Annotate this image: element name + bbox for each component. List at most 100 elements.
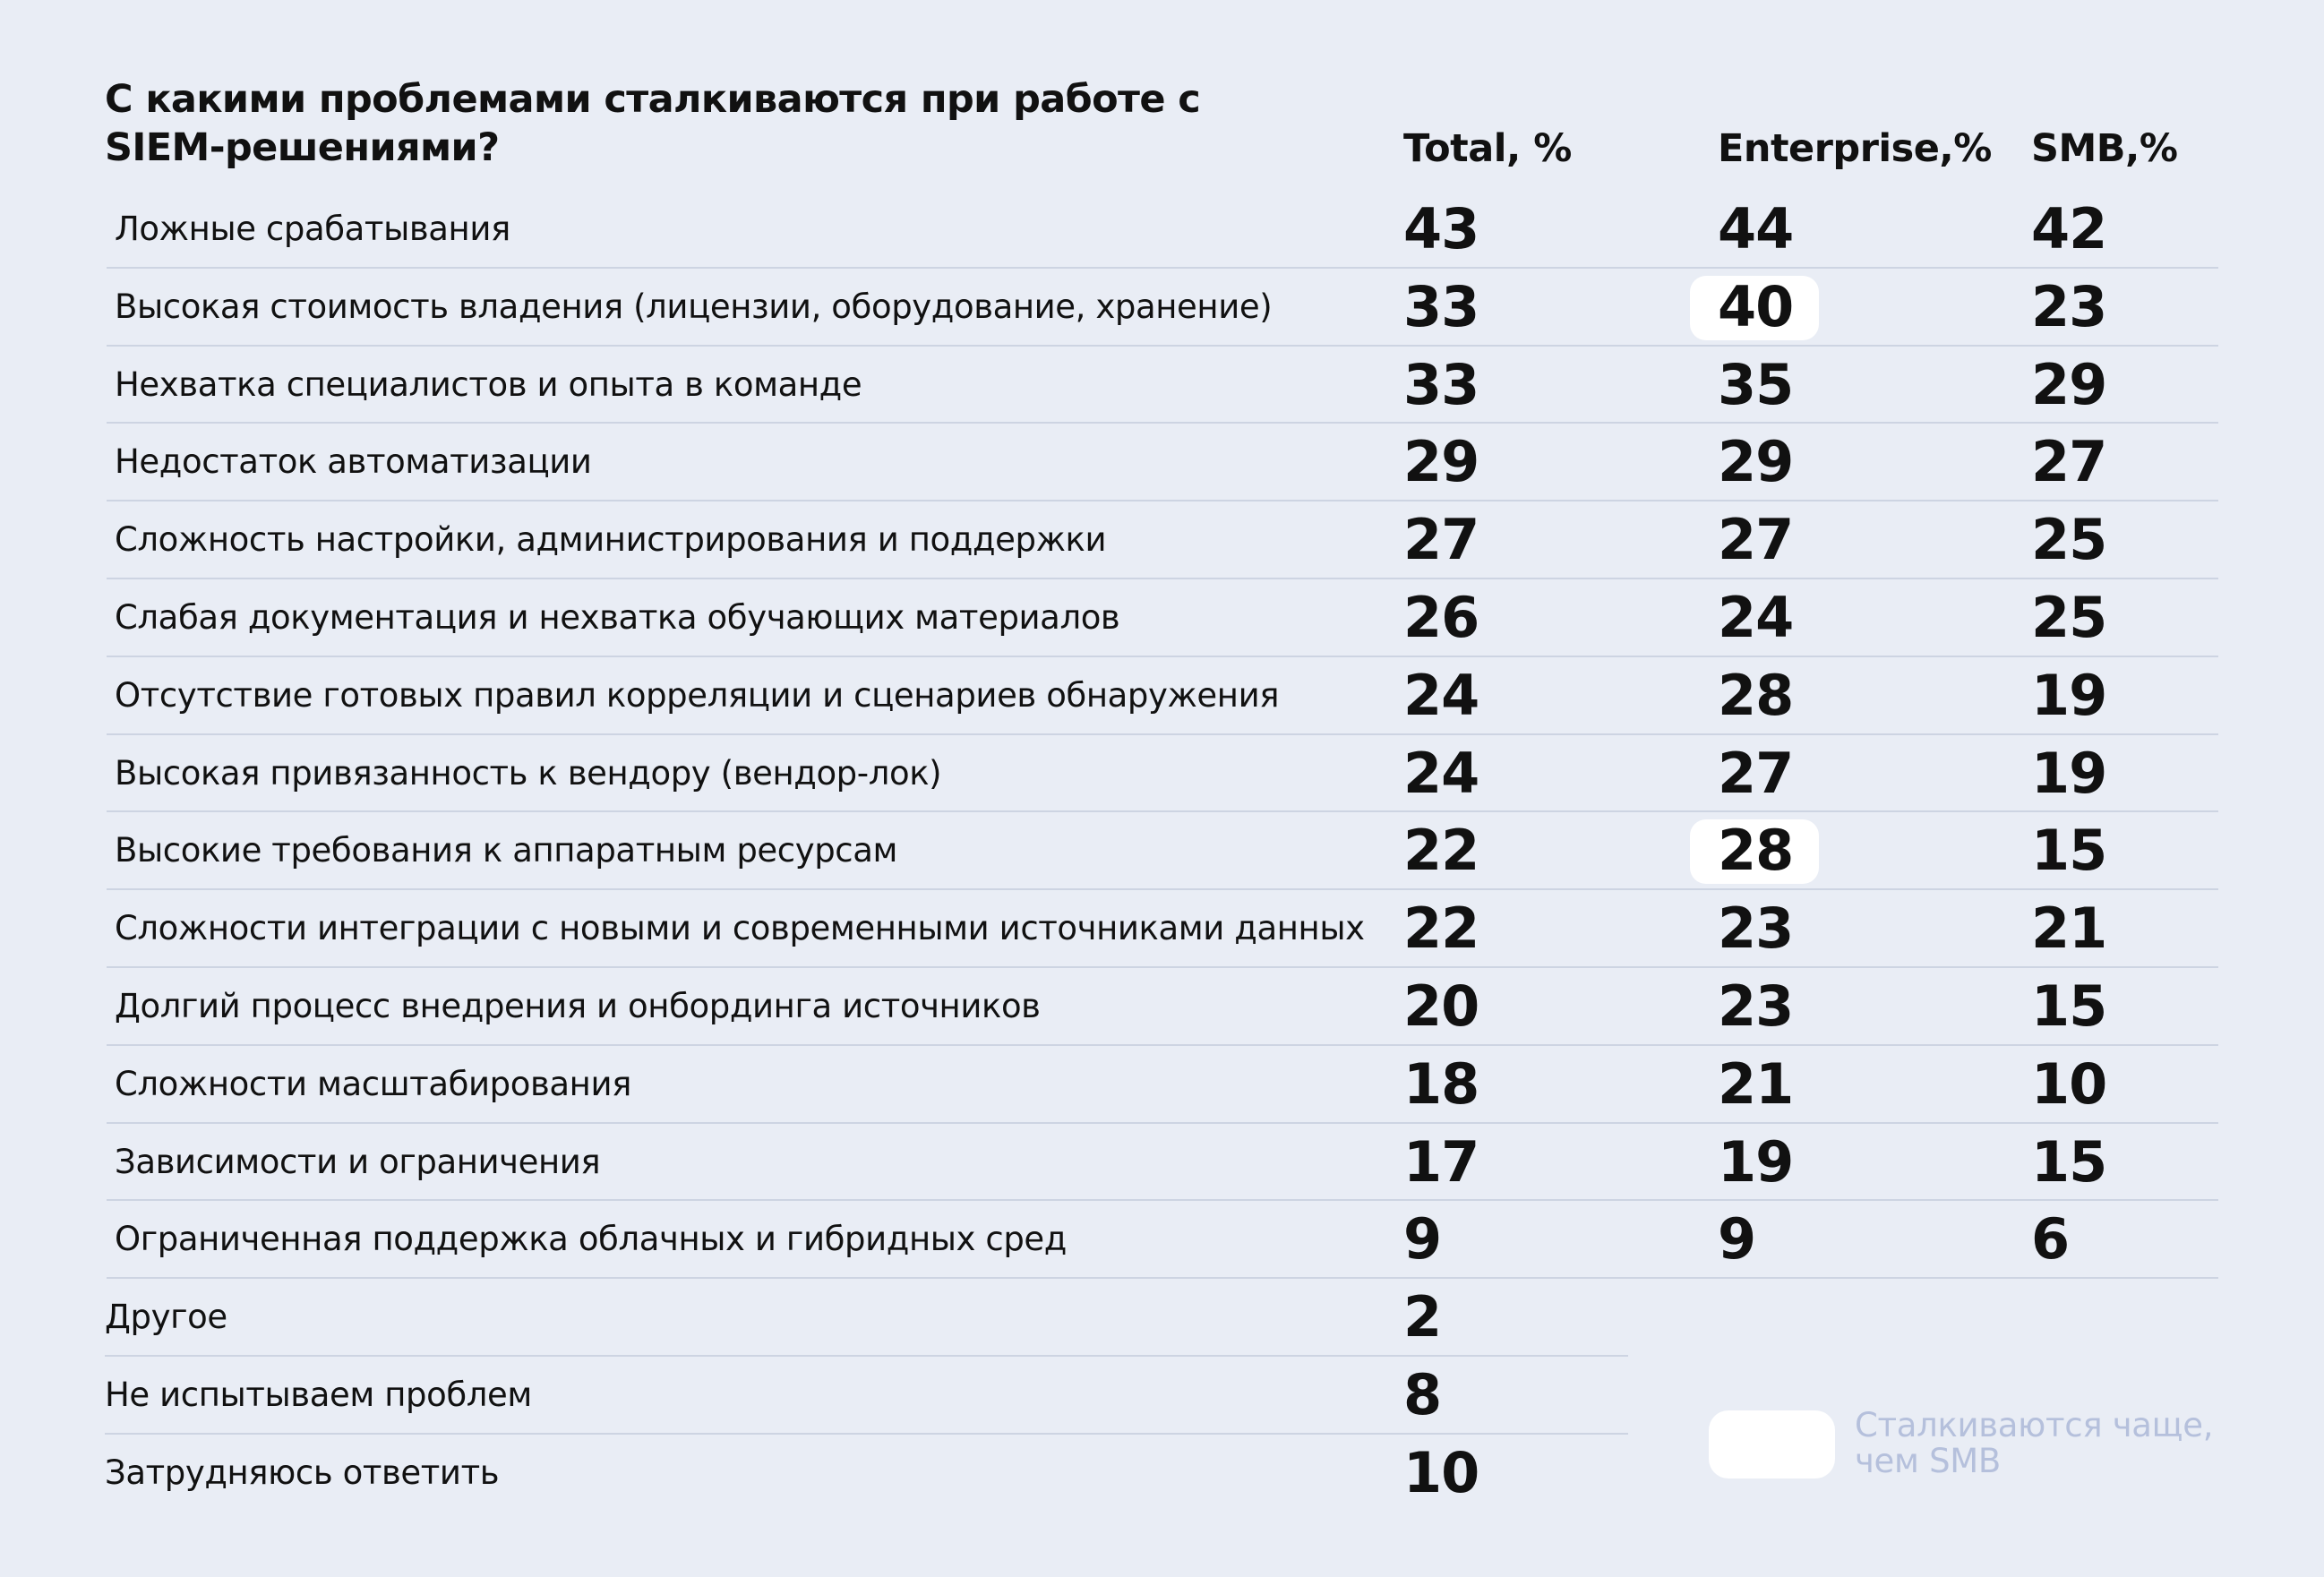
row-divider <box>107 1277 2218 1280</box>
table-row-other: Не испытываем проблем 8 <box>0 1357 2324 1435</box>
total-value: 33 <box>1403 351 1479 417</box>
total-value: 33 <box>1403 273 1479 339</box>
table-row: Отсутствие готовых правил корреляции и с… <box>0 657 2324 735</box>
table-row-other: Затрудняюсь ответить 10 <box>0 1435 2324 1513</box>
total-value: 22 <box>1403 896 1479 962</box>
smb-value: 27 <box>2031 429 2107 495</box>
table-row: Сложности интеграции с новыми и современ… <box>0 890 2324 968</box>
row-label: Сложности масштабирования <box>115 1064 631 1103</box>
row-label: Сложность настройки, администрирования и… <box>115 520 1107 560</box>
enterprise-value: 28 <box>1718 662 1794 728</box>
table-row-other: Другое 2 <box>0 1279 2324 1357</box>
smb-value: 19 <box>2031 662 2107 728</box>
smb-value: 15 <box>2031 973 2107 1039</box>
row-divider <box>107 344 2218 347</box>
enterprise-value: 24 <box>1718 584 1794 650</box>
enterprise-value: 23 <box>1718 973 1794 1039</box>
enterprise-value: 9 <box>1718 1206 1756 1273</box>
table-row: Нехватка специалистов и опыта в команде … <box>0 347 2324 424</box>
enterprise-value: 28 <box>1689 812 1820 889</box>
row-divider <box>107 810 2218 813</box>
smb-value: 15 <box>2031 818 2107 884</box>
row-label: Отсутствие готовых правил корреляции и с… <box>115 675 1280 715</box>
table-row: Сложность настройки, администрирования и… <box>0 501 2324 579</box>
row-divider <box>107 1043 2218 1046</box>
row-label: Не испытываем проблем <box>105 1375 532 1414</box>
row-divider <box>107 1121 2218 1124</box>
total-value: 17 <box>1403 1128 1479 1195</box>
column-header-total: Total, % <box>1403 126 1572 171</box>
total-value: 24 <box>1403 740 1479 806</box>
enterprise-value: 35 <box>1718 351 1794 417</box>
smb-value: 42 <box>2031 196 2107 261</box>
smb-value: 21 <box>2031 896 2107 962</box>
table-row: Высокая стоимость владения (лицензии, об… <box>0 269 2324 347</box>
table-row: Высокая привязанность к вендору (вендор-… <box>0 735 2324 813</box>
column-header-enterprise: Enterprise,% <box>1718 126 1992 171</box>
legend-swatch <box>1709 1410 1835 1478</box>
row-divider <box>107 965 2218 968</box>
total-value: 8 <box>1403 1361 1442 1427</box>
total-value: 27 <box>1403 507 1479 573</box>
smb-value: 25 <box>2031 584 2107 650</box>
row-label: Другое <box>105 1298 227 1337</box>
table-row: Высокие требования к аппаратным ресурсам… <box>0 812 2324 891</box>
table-row: Зависимости и ограничения 17 19 15 <box>0 1124 2324 1202</box>
problems-table: Ложные срабатывания 43 44 42 Высокая сто… <box>0 191 2324 1513</box>
row-divider <box>107 888 2218 891</box>
total-value: 2 <box>1403 1284 1442 1350</box>
row-label: Сложности интеграции с новыми и современ… <box>115 909 1365 948</box>
column-header-smb: SMB,% <box>2031 126 2178 171</box>
row-label: Зависимости и ограничения <box>115 1142 601 1181</box>
enterprise-value: 21 <box>1718 1050 1794 1117</box>
row-divider <box>107 1199 2218 1202</box>
smb-value: 15 <box>2031 1128 2107 1195</box>
row-label: Высокая привязанность к вендору (вендор-… <box>115 753 942 793</box>
smb-value: 25 <box>2031 507 2107 573</box>
row-label: Высокие требования к аппаратным ресурсам <box>115 831 898 870</box>
row-label: Ограниченная поддержка облачных и гибрид… <box>115 1220 1067 1259</box>
row-divider <box>107 500 2218 502</box>
total-value: 18 <box>1403 1050 1479 1117</box>
row-label: Слабая документация и нехватка обучающих… <box>115 597 1120 637</box>
row-label: Долгий процесс внедрения и онбординга ис… <box>115 986 1041 1025</box>
row-divider <box>107 266 2218 269</box>
row-label: Затрудняюсь ответить <box>105 1453 500 1492</box>
table-row: Слабая документация и нехватка обучающих… <box>0 579 2324 657</box>
enterprise-value: 27 <box>1718 507 1794 573</box>
row-divider <box>107 577 2218 579</box>
row-label: Высокая стоимость владения (лицензии, об… <box>115 287 1273 326</box>
row-divider <box>107 733 2218 735</box>
smb-value: 29 <box>2031 351 2107 417</box>
smb-value: 10 <box>2031 1050 2107 1117</box>
enterprise-value: 19 <box>1718 1128 1794 1195</box>
row-divider <box>107 655 2218 657</box>
enterprise-value: 44 <box>1718 196 1794 261</box>
smb-value: 19 <box>2031 740 2107 806</box>
legend-label: Сталкиваются чаще, чем SMB <box>1855 1406 2214 1480</box>
table-row: Ограниченная поддержка облачных и гибрид… <box>0 1201 2324 1280</box>
row-divider <box>107 422 2218 424</box>
row-label: Недостаток автоматизации <box>115 442 592 482</box>
table-row: Недостаток автоматизации 29 29 27 <box>0 424 2324 502</box>
total-value: 22 <box>1403 818 1479 884</box>
total-value: 29 <box>1403 429 1479 495</box>
enterprise-value: 27 <box>1718 740 1794 806</box>
total-value: 9 <box>1403 1206 1442 1273</box>
row-label: Ложные срабатывания <box>115 210 510 248</box>
total-value: 43 <box>1403 196 1479 261</box>
smb-value: 6 <box>2031 1206 2070 1273</box>
total-value: 20 <box>1403 973 1479 1039</box>
table-title: С какими проблемами сталкиваются при раб… <box>105 77 1201 170</box>
table-row: Долгий процесс внедрения и онбординга ис… <box>0 968 2324 1046</box>
row-divider <box>105 1432 1628 1435</box>
row-label: Нехватка специалистов и опыта в команде <box>115 364 862 404</box>
table-row: Ложные срабатывания 43 44 42 <box>0 191 2324 269</box>
enterprise-value: 23 <box>1718 896 1794 962</box>
total-value: 10 <box>1403 1439 1479 1505</box>
table-row: Сложности масштабирования 18 21 10 <box>0 1046 2324 1124</box>
total-value: 26 <box>1403 584 1479 650</box>
enterprise-value: 29 <box>1718 429 1794 495</box>
smb-value: 23 <box>2031 273 2107 339</box>
enterprise-value: 40 <box>1689 269 1820 346</box>
